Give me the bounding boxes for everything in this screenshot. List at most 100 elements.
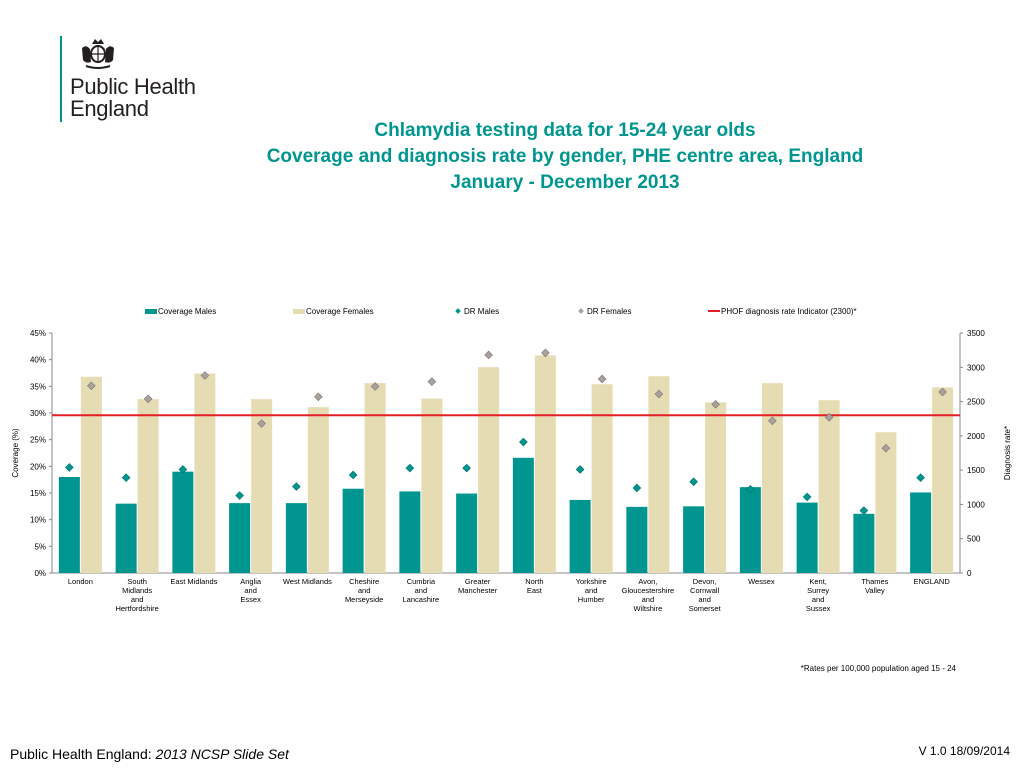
x-tick-label: Lancashire — [403, 595, 440, 604]
x-tick-label: Avon, — [638, 577, 657, 586]
y-tick-label: 40% — [30, 356, 46, 365]
y-tick-label: 10% — [30, 516, 46, 525]
dr-marker — [292, 482, 301, 491]
x-tick-label: West Midlands — [283, 577, 332, 586]
x-tick-label: Somerset — [689, 604, 722, 613]
dr-marker — [938, 387, 947, 397]
logo-text: Public Health England — [70, 76, 196, 120]
x-tick-label: Greater — [465, 577, 491, 586]
bar — [172, 471, 194, 573]
footer-prefix: Public Health England: — [10, 746, 156, 762]
dr-marker — [405, 463, 415, 473]
bar — [818, 400, 840, 573]
x-tick-label: and — [585, 586, 598, 595]
dr-marker — [121, 473, 131, 482]
title-line-3: January - December 2013 — [450, 172, 680, 193]
y2-tick-label: 2500 — [967, 398, 985, 407]
x-tick-label: Cumbria — [407, 577, 436, 586]
x-tick-label: and — [698, 595, 711, 604]
bar — [342, 488, 364, 573]
legend-label: Coverage Males — [158, 307, 216, 316]
dr-marker — [541, 348, 550, 358]
x-tick-label: Humber — [578, 595, 605, 604]
royal-crest-icon — [82, 39, 114, 69]
dr-marker — [484, 350, 493, 360]
y2-tick-label: 2000 — [967, 432, 985, 441]
bar — [796, 502, 818, 573]
legend-label: DR Males — [464, 307, 499, 316]
dr-marker — [462, 463, 471, 473]
dr-marker — [802, 492, 812, 502]
legend-label: Coverage Females — [306, 307, 374, 316]
x-tick-label: London — [68, 577, 93, 586]
bar — [456, 493, 478, 573]
dr-marker — [768, 416, 777, 426]
y-tick-label: 35% — [30, 382, 46, 391]
chlamydia-chart: Coverage Males Coverage Females DR Males DR… — [11, 307, 1012, 613]
x-tick-label: and — [642, 595, 655, 604]
x-tick-label: Devon, — [693, 577, 717, 586]
dr-marker — [824, 413, 834, 422]
bar — [739, 487, 761, 573]
x-tick-label: and — [244, 586, 257, 595]
dr-marker — [575, 465, 585, 474]
x-tick-label: Cheshire — [349, 577, 379, 586]
x-tick-label: Gloucestershire — [622, 586, 675, 595]
dr-marker — [143, 394, 153, 404]
bar — [534, 355, 556, 573]
bar — [512, 457, 534, 573]
x-tick-label: East — [527, 586, 543, 595]
legend-label: DR Females — [587, 307, 631, 316]
x-tick-label: Wessex — [748, 577, 775, 586]
bar — [853, 513, 875, 573]
y2-tick-label: 500 — [967, 535, 981, 544]
x-tick-label: Hertfordshire — [115, 604, 158, 613]
dr-marker — [427, 377, 437, 386]
dr-marker — [314, 392, 323, 402]
footnote: *Rates per 100,000 population aged 15 - … — [800, 664, 956, 673]
y-tick-label: 0% — [34, 569, 46, 578]
bar — [421, 398, 443, 573]
dr-marker — [348, 470, 358, 480]
bar — [761, 383, 783, 573]
dr-marker — [178, 465, 188, 474]
bar — [137, 399, 159, 573]
x-tick-label: Wiltshire — [633, 604, 662, 613]
y-tick-label: 30% — [30, 409, 46, 418]
bar — [115, 503, 137, 573]
bar — [80, 376, 102, 573]
bar — [705, 402, 727, 573]
x-tick-label: Anglia — [240, 577, 262, 586]
dr-marker — [881, 443, 891, 453]
dr-marker — [859, 506, 869, 515]
bar — [648, 376, 670, 573]
bar — [58, 477, 80, 573]
bar — [364, 383, 386, 573]
x-tick-label: Cornwall — [690, 586, 720, 595]
x-tick-label: North — [525, 577, 543, 586]
y2-tick-label: 0 — [967, 569, 972, 578]
dr-marker — [711, 400, 720, 409]
bar — [229, 503, 251, 573]
dr-marker — [746, 485, 755, 494]
x-tick-label: and — [131, 595, 144, 604]
y-tick-label: 20% — [30, 462, 46, 471]
y2-axis-title: Diagnosis rate* — [1003, 426, 1012, 480]
legend-swatch — [145, 309, 157, 314]
y-tick-label: 25% — [30, 436, 46, 445]
bar — [626, 506, 648, 573]
y-tick-label: 45% — [30, 329, 46, 338]
phe-logo: Public Health England — [60, 36, 220, 124]
title-line-1: Chlamydia testing data for 15-24 year ol… — [374, 120, 756, 141]
x-tick-label: and — [812, 595, 825, 604]
y-tick-label: 15% — [30, 489, 46, 498]
dr-marker — [689, 477, 698, 487]
x-tick-label: East Midlands — [170, 577, 217, 586]
dr-marker — [200, 371, 210, 380]
x-tick-label: Surrey — [807, 586, 829, 595]
legend-label: PHOF diagnosis rate Indicator (2300)* — [721, 307, 857, 316]
bar — [683, 506, 705, 573]
y2-tick-label: 3500 — [967, 329, 985, 338]
bar — [591, 384, 613, 573]
bar — [194, 373, 216, 573]
